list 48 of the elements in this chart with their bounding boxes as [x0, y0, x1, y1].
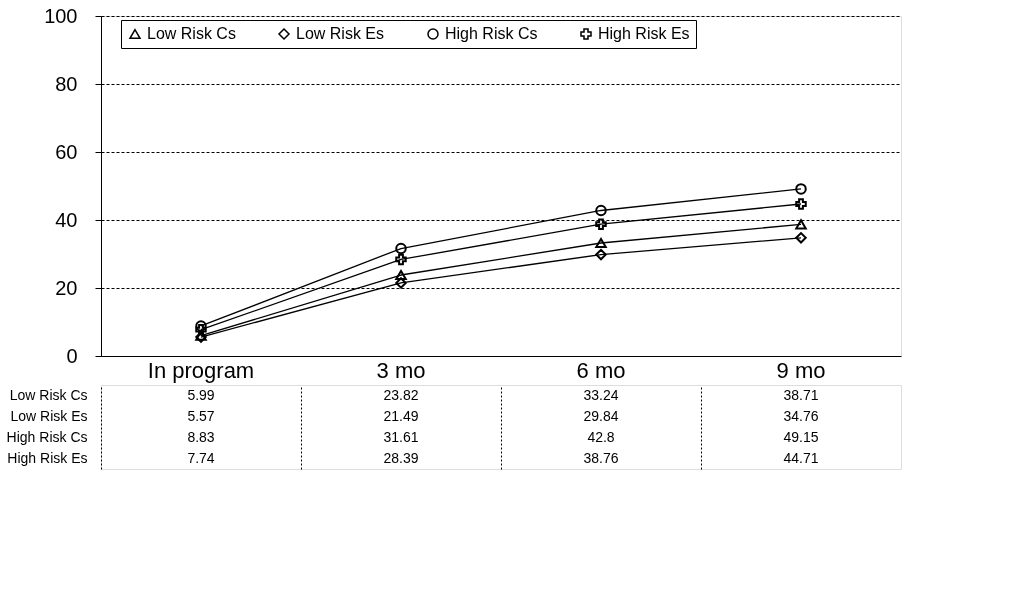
data-label: 42.8	[587, 428, 615, 445]
data-label: 23.82	[383, 386, 419, 403]
data-label: 5.99	[187, 386, 215, 403]
text: Low Risk Cs	[9, 387, 88, 403]
data-label: 44.71	[783, 449, 819, 466]
x-tick-label: 3 mo	[376, 357, 426, 383]
y-tick-label: 0	[66, 344, 78, 367]
text: High Risk Cs	[6, 429, 88, 445]
y-tick-label: 100	[44, 4, 78, 27]
data-label: 31.61	[383, 428, 419, 445]
legend-label: High Risk Es	[598, 25, 690, 42]
data-label: 7.74	[187, 449, 215, 466]
text: Low Risk Es	[10, 408, 88, 424]
point	[795, 183, 807, 195]
point	[195, 320, 207, 332]
point	[795, 232, 807, 244]
y-tick-label: 40	[55, 208, 78, 231]
data-label: 21.49	[383, 407, 419, 424]
data-label: 5.57	[187, 407, 215, 424]
data-label: 8.83	[187, 428, 215, 445]
x-tick-label: 6 mo	[576, 357, 626, 383]
point	[595, 218, 607, 230]
legend-label: Low Risk Cs	[147, 25, 236, 42]
data-label: 29.84	[583, 407, 619, 424]
legend-label: High Risk Cs	[445, 25, 538, 42]
x-tick-label: In program	[147, 357, 255, 383]
point	[395, 269, 407, 281]
point	[795, 198, 807, 210]
data-label: 33.24	[583, 386, 619, 403]
text: High Risk Es	[7, 450, 88, 466]
data-label: 38.76	[583, 449, 619, 466]
legend-label: Low Risk Es	[296, 25, 385, 42]
point	[795, 219, 807, 230]
data-label: 34.76	[783, 407, 819, 424]
y-tick-label: 80	[55, 72, 78, 95]
point	[595, 248, 607, 261]
x-tick-label: 9 mo	[776, 357, 826, 383]
data-label: 38.71	[783, 386, 819, 403]
data-label: 28.39	[383, 449, 419, 466]
point	[395, 242, 407, 255]
y-tick-label: 60	[55, 140, 78, 163]
point	[595, 237, 607, 249]
data-label: 49.15	[783, 428, 819, 445]
y-tick-label: 20	[55, 276, 78, 299]
point	[395, 277, 407, 289]
point	[395, 253, 407, 266]
point	[595, 204, 607, 217]
point	[195, 323, 207, 336]
